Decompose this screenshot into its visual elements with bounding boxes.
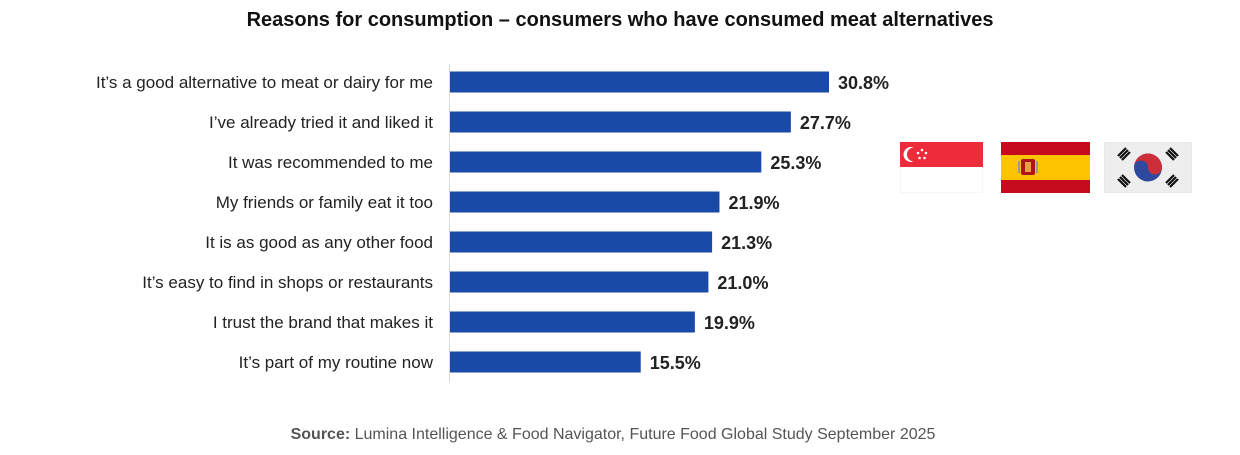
category-label: It’s a good alternative to meat or dairy…: [96, 73, 433, 92]
bar: [450, 111, 791, 133]
bar: [450, 231, 713, 253]
spain-flag-icon: [1001, 142, 1090, 193]
data-label: 15.5%: [650, 353, 701, 373]
source-label: Source:: [290, 426, 351, 443]
south-korea-flag-icon: [1104, 142, 1192, 193]
source-note: Source: Lumina Intelligence & Food Navig…: [0, 426, 1226, 444]
category-label: It was recommended to me: [228, 153, 433, 172]
category-label: It is as good as any other food: [205, 233, 433, 252]
data-label: 21.3%: [721, 233, 772, 253]
data-label: 21.0%: [717, 273, 768, 293]
data-label: 19.9%: [704, 313, 755, 333]
data-label: 21.9%: [728, 193, 779, 213]
bar: [450, 311, 695, 333]
data-label: 30.8%: [838, 73, 889, 93]
category-label: It’s easy to find in shops or restaurant…: [142, 273, 433, 292]
data-label: 27.7%: [800, 113, 851, 133]
category-label: I’ve already tried it and liked it: [209, 113, 433, 132]
bar: [450, 191, 720, 213]
bar: [450, 151, 762, 173]
category-label: I trust the brand that makes it: [213, 313, 433, 332]
category-label: My friends or family eat it too: [216, 193, 433, 212]
chart-title: Reasons for consumption – consumers who …: [246, 9, 994, 31]
bar: [450, 71, 829, 93]
bar: [450, 271, 709, 293]
singapore-flag-icon: [900, 142, 983, 193]
data-label: 25.3%: [770, 153, 821, 173]
source-text: Lumina Intelligence & Food Navigator, Fu…: [350, 426, 936, 443]
category-label: It’s part of my routine now: [239, 353, 434, 372]
bar: [450, 351, 641, 373]
